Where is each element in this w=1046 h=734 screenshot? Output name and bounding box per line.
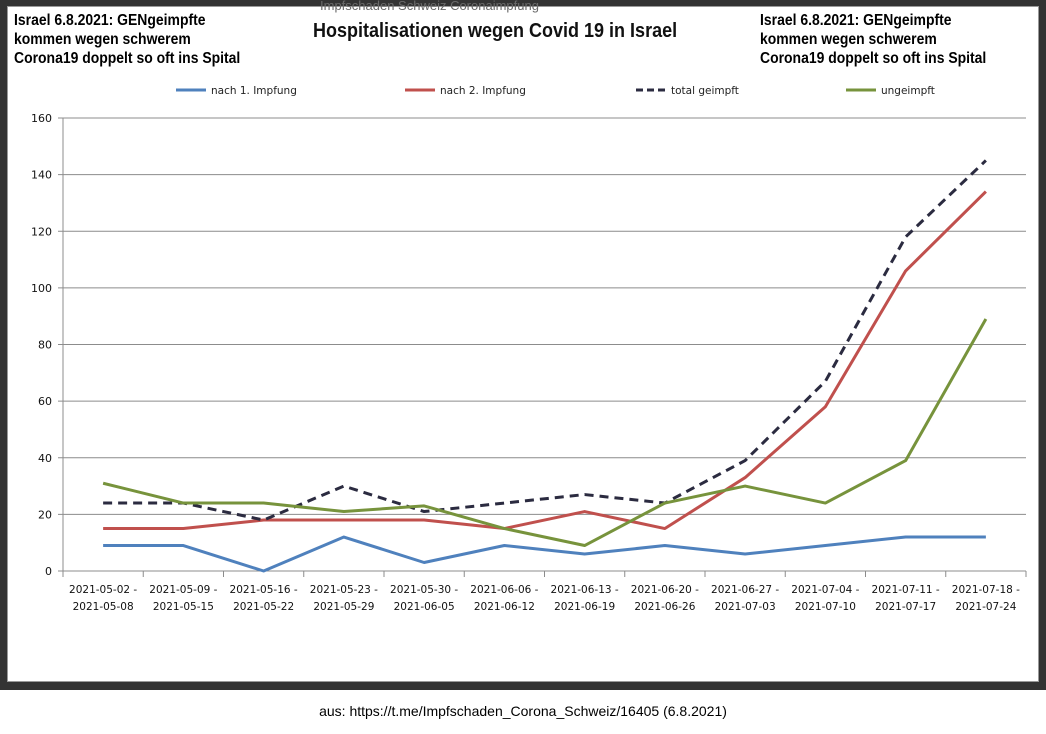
legend-label: nach 1. Impfung xyxy=(211,85,297,97)
x-tick-label: 2021-06-13 - xyxy=(551,584,619,596)
note-left-line: Corona19 doppelt so oft ins Spital xyxy=(14,50,241,67)
y-tick-label: 0 xyxy=(45,565,52,578)
source-caption: aus: https://t.me/Impfschaden_Corona_Sch… xyxy=(319,703,727,719)
x-tick-label: 2021-05-23 - xyxy=(310,584,378,596)
note-right: Israel 6.8.2021: GENgeimpfte kommen wege… xyxy=(760,11,986,68)
y-tick-label: 80 xyxy=(38,339,52,352)
series-line xyxy=(103,535,986,573)
x-tick-label: 2021-05-22 xyxy=(233,601,294,613)
series-line xyxy=(102,318,988,548)
legend-label: total geimpft xyxy=(671,85,739,97)
chart-title: Hospitalisationen wegen Covid 19 in Isra… xyxy=(313,20,678,42)
y-tick-label: 140 xyxy=(31,169,52,182)
x-tick-label: 2021-05-08 xyxy=(73,601,134,613)
x-tick-label: 2021-07-17 xyxy=(875,601,936,613)
x-tick-label: 2021-05-09 - xyxy=(149,584,217,596)
x-tick-label: 2021-07-24 xyxy=(955,601,1016,613)
note-left-line: Israel 6.8.2021: GENgeimpfte xyxy=(14,12,206,29)
legend-label: nach 2. Impfung xyxy=(440,85,526,97)
x-tick-label: 2021-06-05 xyxy=(394,601,455,613)
line-chart: 0 20 40 60 80 100 120 140 160 2021-05-02 - 2021-05… xyxy=(31,85,1027,613)
note-left-line: kommen wegen schwerem xyxy=(14,31,191,48)
legend-label: ungeimpft xyxy=(881,85,935,97)
x-tick-label: 2021-07-18 - xyxy=(952,584,1020,596)
x-tick-label: 2021-05-16 - xyxy=(230,584,298,596)
x-tick-label: 2021-05-02 - xyxy=(69,584,137,596)
x-tick-label: 2021-05-15 xyxy=(153,601,214,613)
x-tick-label: 2021-06-26 xyxy=(634,601,695,613)
x-tick-label: 2021-06-12 xyxy=(474,601,535,613)
x-tick-label: 2021-07-03 xyxy=(715,601,776,613)
note-right-line: kommen wegen schwerem xyxy=(760,31,937,48)
series-line xyxy=(103,159,987,522)
y-tick-label: 160 xyxy=(31,112,52,125)
x-tick-label: 2021-05-29 xyxy=(313,601,374,613)
note-left: Israel 6.8.2021: GENgeimpfte kommen wege… xyxy=(14,11,240,68)
x-tick-label: 2021-06-19 xyxy=(554,601,615,613)
note-right-line: Corona19 doppelt so oft ins Spital xyxy=(760,50,987,67)
x-tick-label: 2021-07-11 - xyxy=(872,584,940,596)
x-tick-label: 2021-06-06 - xyxy=(470,584,538,596)
x-tick-label: 2021-06-20 - xyxy=(631,584,699,596)
y-tick-label: 20 xyxy=(38,508,52,521)
y-tick-label: 60 xyxy=(38,395,52,408)
x-tick-label: 2021-05-30 - xyxy=(390,584,458,596)
top-note: Impfschaden Schweiz Coronaimpfung xyxy=(320,0,539,13)
y-tick-label: 100 xyxy=(31,282,52,295)
x-tick-label: 2021-06-27 - xyxy=(711,584,779,596)
x-tick-label: 2021-07-04 - xyxy=(791,584,859,596)
y-tick-label: 120 xyxy=(31,225,52,238)
series-line xyxy=(103,190,987,531)
y-tick-label: 40 xyxy=(38,452,52,465)
x-tick-label: 2021-07-10 xyxy=(795,601,856,613)
note-right-line: Israel 6.8.2021: GENgeimpfte xyxy=(760,12,952,29)
